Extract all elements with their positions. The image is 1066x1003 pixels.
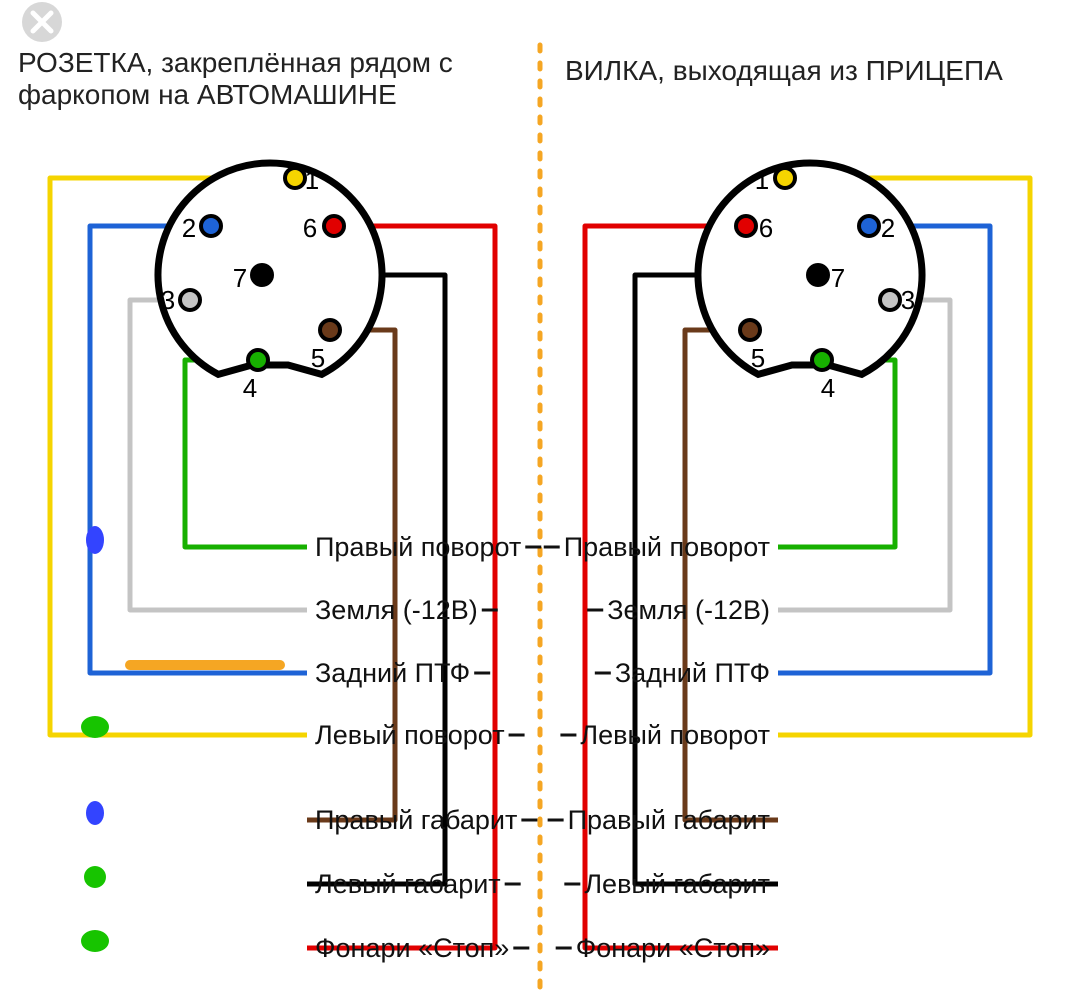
label-pin-1: Левый поворот <box>580 720 770 750</box>
wire-pin-4 <box>778 360 895 547</box>
pin-number-4: 4 <box>243 373 257 403</box>
label-pin-7: Левый габарит <box>315 869 501 899</box>
socket-diagram: 1 2 3 4 5 6 7 Правый поворот Земля (-12В) Задний … <box>50 163 541 963</box>
annotation-blob <box>86 526 104 554</box>
pin-5 <box>320 320 340 340</box>
pin-number-5: 5 <box>311 343 325 373</box>
pin-7 <box>808 265 828 285</box>
label-pin-5: Правый габарит <box>315 805 517 835</box>
annotation-blob <box>81 716 109 738</box>
label-pin-5: Правый габарит <box>568 805 770 835</box>
label-pin-2: Задний ПТФ <box>315 658 470 688</box>
pin-1 <box>285 168 305 188</box>
title: РОЗЕТКА, закреплённая рядом сфаркопом на… <box>18 47 453 110</box>
pin-3 <box>880 290 900 310</box>
annotation-blob <box>81 930 109 952</box>
pin-4 <box>812 350 832 370</box>
label-pin-7: Левый габарит <box>584 869 770 899</box>
title: ВИЛКА, выходящая из ПРИЦЕПА <box>565 55 1003 86</box>
label-pin-4: Правый поворот <box>315 532 521 562</box>
pin-number-2: 2 <box>881 213 895 243</box>
pin-2 <box>859 216 879 236</box>
pin-6 <box>324 216 344 236</box>
pin-number-3: 3 <box>161 285 175 315</box>
pin-5 <box>740 320 760 340</box>
pin-number-4: 4 <box>821 373 835 403</box>
label-pin-6: Фонари «Стоп» <box>576 933 770 963</box>
pin-number-1: 1 <box>755 165 769 195</box>
label-pin-4: Правый поворот <box>564 532 770 562</box>
pin-number-5: 5 <box>751 343 765 373</box>
pin-7 <box>252 265 272 285</box>
pin-number-7: 7 <box>233 263 247 293</box>
label-pin-3: Земля (-12В) <box>607 595 770 625</box>
plug-diagram: 1 2 3 4 5 6 7 Правый поворот Земля (-12В) Задний … <box>544 163 1030 963</box>
pin-2 <box>201 216 221 236</box>
pin-1 <box>775 168 795 188</box>
annotation-blob <box>84 866 106 888</box>
pin-number-6: 6 <box>759 213 773 243</box>
label-pin-6: Фонари «Стоп» <box>315 933 509 963</box>
pin-number-6: 6 <box>303 213 317 243</box>
label-pin-3: Земля (-12В) <box>315 595 478 625</box>
label-pin-2: Задний ПТФ <box>615 658 770 688</box>
pin-number-2: 2 <box>182 213 196 243</box>
pin-number-3: 3 <box>901 285 915 315</box>
label-pin-1: Левый поворот <box>315 720 505 750</box>
pin-4 <box>248 350 268 370</box>
pin-3 <box>180 290 200 310</box>
annotation-blob <box>86 801 104 825</box>
close-icon[interactable] <box>22 2 62 42</box>
pin-number-7: 7 <box>831 263 845 293</box>
pin-6 <box>736 216 756 236</box>
pin-number-1: 1 <box>305 165 319 195</box>
